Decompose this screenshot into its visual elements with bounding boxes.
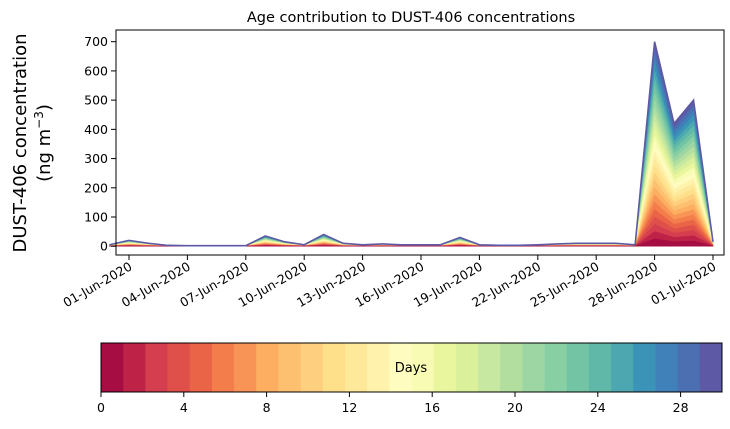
colorbar-segment-20 — [544, 343, 568, 392]
colorbar-segment-16 — [455, 343, 479, 392]
colorbar-label: Days — [395, 361, 428, 376]
y-tick-label: 400 — [84, 122, 108, 137]
colorbar-segment-15 — [433, 343, 457, 392]
colorbar-tick-label: 12 — [341, 400, 357, 415]
colorbar-tick-label: 8 — [263, 400, 271, 415]
colorbar-ticks: 0 4 8 12 16 20 24 28 — [97, 392, 689, 415]
colorbar-segment-26 — [677, 343, 701, 392]
colorbar-segment-7 — [256, 343, 279, 392]
age-band-11 — [109, 157, 714, 247]
age-band-12 — [109, 150, 714, 247]
colorbar-segment-19 — [522, 343, 545, 392]
colorbar-segment-8 — [278, 343, 302, 392]
y-axis-label-line2: (ng m−3) — [32, 104, 55, 182]
colorbar-segment-3 — [167, 343, 191, 392]
colorbar-segment-10 — [322, 343, 346, 392]
colorbar-segment-23 — [611, 343, 634, 392]
y-axis-label-line1: DUST-406 concentration — [10, 33, 31, 252]
y-tick-label: 200 — [84, 180, 108, 195]
colorbar-segment-9 — [300, 343, 324, 392]
age-band-27 — [109, 41, 714, 247]
x-axis: 01-Jun-202004-Jun-202007-Jun-202010-Jun-… — [60, 255, 719, 310]
age-band-22 — [109, 78, 714, 247]
colorbar-segment-27 — [699, 343, 723, 392]
colorbar-segment-12 — [367, 343, 390, 392]
age-band-24 — [109, 63, 714, 247]
colorbar-segment-2 — [145, 343, 168, 392]
colorbar-segment-1 — [123, 343, 146, 392]
colorbar-segment-25 — [655, 343, 679, 392]
y-tick-label: 700 — [84, 34, 108, 49]
chart-title: Age contribution to DUST-406 concentrati… — [247, 10, 575, 26]
y-tick-label: 600 — [84, 63, 108, 78]
colorbar-segment-21 — [566, 343, 590, 392]
y-tick-label: 100 — [84, 210, 108, 225]
colorbar-tick-label: 0 — [97, 400, 105, 415]
age-band-25 — [109, 56, 714, 247]
age-band-17 — [109, 114, 714, 247]
age-band-6 — [109, 194, 714, 247]
colorbar-segment-13 — [389, 343, 412, 392]
colorbar-segment-4 — [189, 343, 213, 392]
y-tick-label: 0 — [100, 239, 108, 254]
colorbar-tick-label: 20 — [507, 400, 523, 415]
age-band-13 — [109, 143, 714, 247]
y-tick-label: 500 — [84, 93, 108, 108]
plot-frame — [115, 29, 725, 256]
age-band-5 — [109, 201, 714, 247]
age-band-14 — [109, 135, 714, 247]
x-tick-label: 01-Jul-2020 — [648, 259, 718, 308]
colorbar-segment-6 — [234, 343, 257, 392]
age-band-20 — [109, 92, 714, 247]
colorbar-segment-17 — [478, 343, 501, 392]
colorbar-segment-14 — [411, 343, 435, 392]
age-band-4 — [109, 209, 714, 247]
age-band-26 — [109, 48, 714, 247]
colorbar-tick-label: 28 — [673, 400, 689, 415]
age-band-3 — [109, 216, 714, 247]
age-band-9 — [109, 172, 714, 247]
age-band-19 — [109, 100, 714, 247]
colorbar-segment-18 — [500, 343, 523, 392]
y-tick-label: 300 — [84, 151, 108, 166]
age-band-7 — [109, 187, 714, 247]
colorbar-segment-22 — [588, 343, 612, 392]
plot-area — [109, 41, 714, 247]
total-line — [109, 41, 714, 247]
colorbar-segment-5 — [211, 343, 235, 392]
colorbar-tick-label: 4 — [180, 400, 188, 415]
colorbar-tick-label: 24 — [590, 400, 606, 415]
age-band-18 — [109, 107, 714, 247]
y-axis: 0 100 200 300 400 500 600 700 — [84, 34, 116, 254]
y-axis-label: DUST-406 concentration (ng m−3) — [10, 33, 55, 252]
colorbar-segment-11 — [344, 343, 368, 392]
age-band-8 — [109, 179, 714, 247]
colorbar — [101, 343, 723, 392]
age-band-16 — [109, 120, 714, 247]
age-band-21 — [109, 85, 714, 247]
colorbar-tick-label: 16 — [424, 400, 440, 415]
age-band-2 — [109, 223, 714, 247]
age-band-10 — [109, 165, 714, 247]
colorbar-frame — [100, 342, 723, 393]
colorbar-segment-0 — [101, 343, 124, 392]
age-band-15 — [109, 128, 714, 247]
age-band-23 — [109, 70, 714, 247]
colorbar-segment-24 — [633, 343, 656, 392]
